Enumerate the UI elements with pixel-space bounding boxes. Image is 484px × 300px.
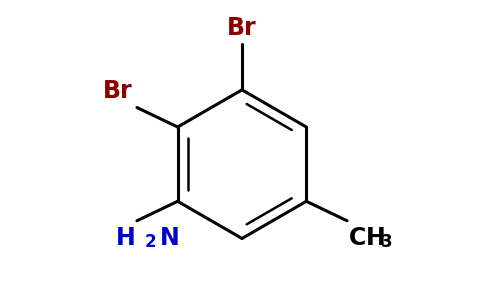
Text: 3: 3 [381,233,393,251]
Text: C: C [349,226,366,250]
Text: N: N [160,226,180,250]
Text: Br: Br [103,79,133,103]
Text: H: H [116,226,135,250]
Text: 2: 2 [145,233,156,251]
Text: H: H [365,226,385,250]
Text: Br: Br [227,16,257,40]
